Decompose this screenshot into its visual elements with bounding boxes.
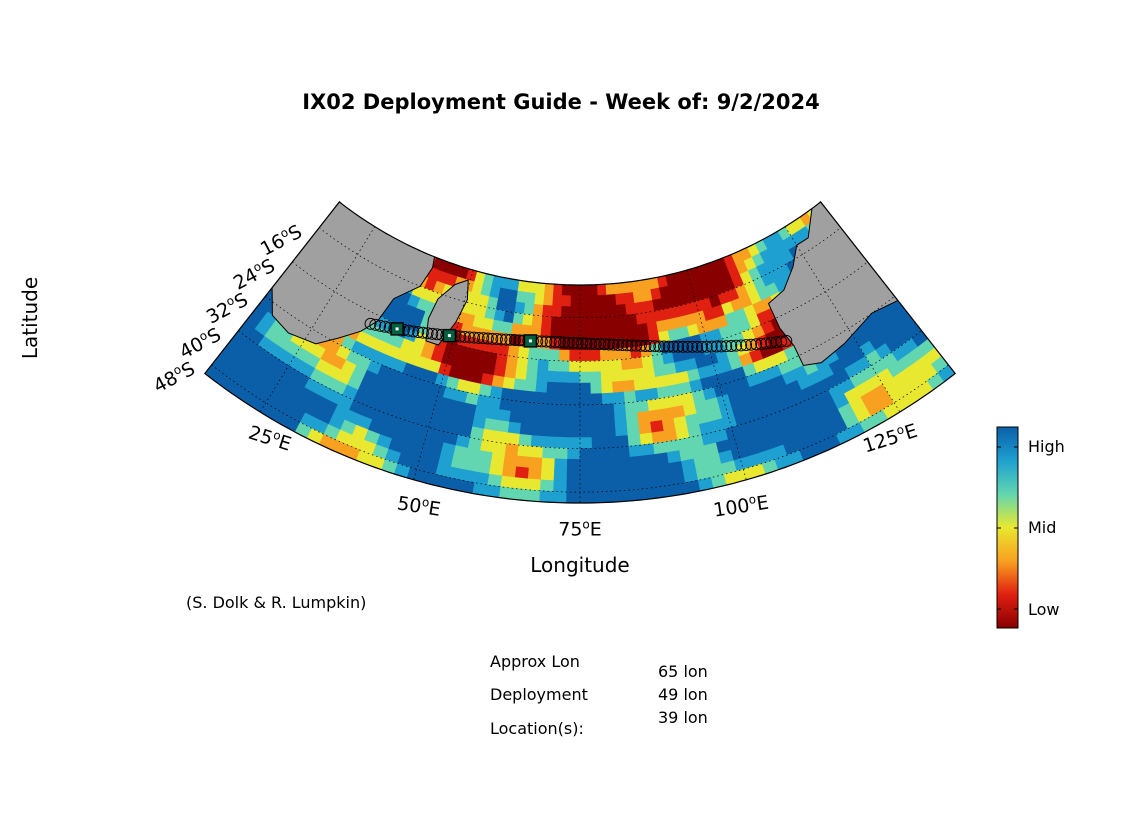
track-point — [780, 334, 793, 347]
track-point — [653, 340, 666, 353]
track-point — [644, 340, 656, 353]
track-point — [700, 340, 713, 353]
track-point — [584, 337, 597, 350]
track-point — [504, 333, 517, 346]
track-point — [625, 339, 638, 352]
track-point — [621, 339, 634, 352]
track-point — [374, 319, 387, 332]
track-point — [691, 340, 704, 353]
track-point — [364, 317, 377, 330]
track-point — [571, 337, 584, 350]
track-point — [499, 333, 512, 346]
deployment-marker-3 — [390, 322, 404, 336]
ship-track — [364, 317, 793, 353]
track-point — [598, 338, 611, 351]
track-point — [558, 336, 571, 349]
track-point — [540, 335, 553, 348]
track-point — [658, 340, 670, 353]
track-point — [421, 327, 434, 340]
track-point — [686, 340, 699, 353]
track-point — [616, 339, 629, 352]
track-point — [486, 332, 499, 345]
track-point — [696, 340, 708, 353]
track-point — [745, 338, 758, 351]
colorbar-label-low: Low — [1028, 600, 1060, 619]
colorbar-label-mid: Mid — [1028, 518, 1057, 537]
deployment-marker-1 — [523, 334, 538, 348]
track-point — [431, 328, 443, 341]
track-point — [639, 340, 652, 352]
lon-tick-label-75: 75oE — [558, 517, 602, 541]
track-point — [667, 340, 680, 353]
track-point — [612, 338, 624, 351]
track-point — [770, 336, 783, 349]
track-point — [672, 340, 685, 353]
track-point — [750, 338, 763, 351]
track-point — [593, 338, 606, 351]
track-point — [508, 334, 521, 347]
deployment-location-1: 65 lon — [658, 662, 708, 681]
track-point — [463, 331, 476, 344]
deployment-label-line-2: Deployment — [490, 685, 588, 704]
track-point — [725, 340, 738, 352]
track-point — [567, 336, 580, 349]
deployment-markers — [390, 322, 538, 348]
y-axis-label: Latitude — [18, 276, 42, 360]
track-point — [458, 330, 471, 343]
track-point — [630, 339, 643, 352]
track-point — [715, 340, 728, 353]
track-point — [407, 325, 420, 338]
colorbar-label-high: High — [1028, 437, 1065, 456]
track-point — [740, 339, 753, 352]
track-point — [576, 337, 588, 350]
track-point — [602, 338, 615, 351]
track-point — [426, 327, 439, 340]
track-point — [589, 337, 602, 350]
deployment-label-line-1: Approx Lon — [490, 652, 580, 671]
track-point — [710, 340, 723, 353]
deployment-location-3: 39 lon — [658, 708, 708, 727]
graticule — [211, 226, 949, 503]
track-point — [634, 339, 647, 352]
track-point — [765, 336, 778, 349]
track-point — [553, 336, 566, 349]
deployment-label-line-3: Location(s): — [490, 719, 584, 738]
deployment-location-2: 49 lon — [658, 685, 708, 704]
track-point — [681, 340, 694, 353]
track-point — [735, 339, 748, 352]
track-point — [705, 340, 718, 353]
x-axis-label: Longitude — [530, 553, 630, 577]
track-point — [676, 340, 689, 353]
track-point — [544, 335, 557, 348]
map-title: IX02 Deployment Guide - Week of: 9/2/202… — [302, 90, 820, 114]
track-point — [760, 337, 773, 350]
track-point — [416, 326, 429, 339]
credit-text: (S. Dolk & R. Lumpkin) — [186, 593, 367, 612]
track-point — [720, 340, 733, 353]
track-point — [549, 336, 562, 348]
track-point — [495, 333, 508, 346]
track-point — [369, 318, 382, 331]
track-point — [472, 331, 485, 344]
track-point — [490, 333, 503, 346]
track-point — [648, 340, 661, 353]
track-point — [477, 332, 490, 345]
track-point — [662, 340, 675, 353]
track-point — [775, 335, 788, 348]
track-point — [607, 338, 620, 351]
track-point — [562, 336, 575, 349]
map-frame — [203, 201, 957, 504]
colorbar — [996, 426, 1019, 629]
track-point — [730, 339, 743, 352]
track-point — [481, 332, 494, 345]
track-point — [580, 337, 593, 350]
track-point — [412, 326, 425, 339]
track-point — [468, 331, 480, 344]
deployment-marker-2 — [442, 328, 457, 343]
track-point — [378, 320, 391, 333]
track-point — [755, 337, 768, 350]
